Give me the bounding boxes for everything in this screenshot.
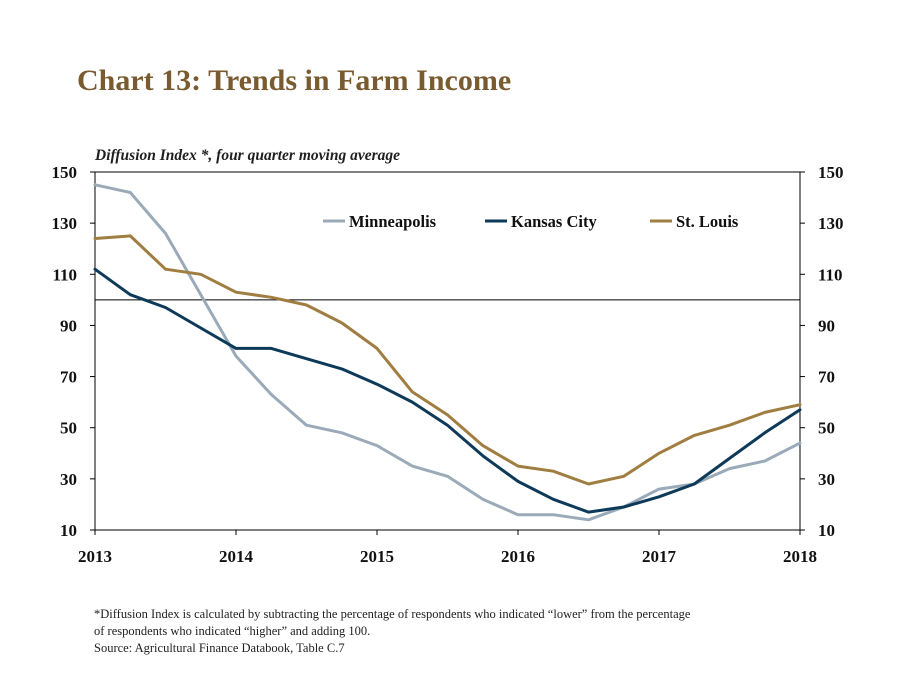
footnote-line-2: of respondents who indicated “higher” an… bbox=[94, 624, 371, 638]
y-tick-label-left: 30 bbox=[60, 470, 77, 489]
y-tick-label-right: 70 bbox=[818, 368, 835, 387]
y-tick-label-left: 110 bbox=[52, 265, 77, 284]
y-axis-left: 10 30 50 70 90 110 130 150 bbox=[52, 163, 95, 540]
footnote: *Diffusion Index is calculated by subtra… bbox=[94, 606, 814, 657]
legend-label: Minneapolis bbox=[349, 212, 437, 231]
y-tick-label-right: 110 bbox=[818, 265, 843, 284]
y-tick-label-left: 70 bbox=[60, 368, 77, 387]
legend-label: Kansas City bbox=[511, 212, 597, 231]
plot-frame bbox=[94, 171, 801, 531]
y-tick-label-left: 10 bbox=[60, 521, 77, 540]
footnote-line-1: *Diffusion Index is calculated by subtra… bbox=[94, 607, 691, 621]
x-tick-label: 2017 bbox=[642, 547, 677, 566]
y-tick-label-right: 30 bbox=[818, 470, 835, 489]
y-tick-label-left: 150 bbox=[52, 163, 78, 182]
y-tick-label-right: 150 bbox=[818, 163, 844, 182]
y-tick-label-right: 130 bbox=[818, 214, 844, 233]
series-line-st-louis bbox=[93, 234, 802, 486]
x-axis: 2013 2014 2015 2016 2017 2018 bbox=[78, 530, 817, 566]
series-line-kansas-city bbox=[93, 267, 802, 514]
plot-border bbox=[94, 171, 801, 531]
y-tick-label-left: 90 bbox=[60, 316, 77, 335]
y-tick-label-right: 50 bbox=[818, 419, 835, 438]
y-tick-label-left: 50 bbox=[60, 419, 77, 438]
source-note: Source: Agricultural Finance Databook, T… bbox=[94, 641, 345, 655]
x-tick-label: 2015 bbox=[360, 547, 394, 566]
y-tick-label-right: 90 bbox=[818, 316, 835, 335]
chart-title: Chart 13: Trends in Farm Income bbox=[77, 64, 512, 97]
x-tick-label: 2018 bbox=[783, 547, 817, 566]
legend-label: St. Louis bbox=[676, 212, 739, 231]
legend: Minneapolis Kansas City St. Louis bbox=[323, 212, 739, 231]
x-tick-label: 2016 bbox=[501, 547, 535, 566]
series-lines bbox=[93, 183, 802, 522]
series-line-minneapolis bbox=[93, 183, 802, 522]
y-tick-label-left: 130 bbox=[52, 214, 78, 233]
x-tick-label: 2014 bbox=[219, 547, 254, 566]
x-tick-label: 2013 bbox=[78, 547, 112, 566]
y-tick-label-right: 10 bbox=[818, 521, 835, 540]
y-axis-right: 10 30 50 70 90 110 130 150 bbox=[800, 163, 844, 540]
chart-subtitle: Diffusion Index *, four quarter moving a… bbox=[95, 147, 400, 164]
